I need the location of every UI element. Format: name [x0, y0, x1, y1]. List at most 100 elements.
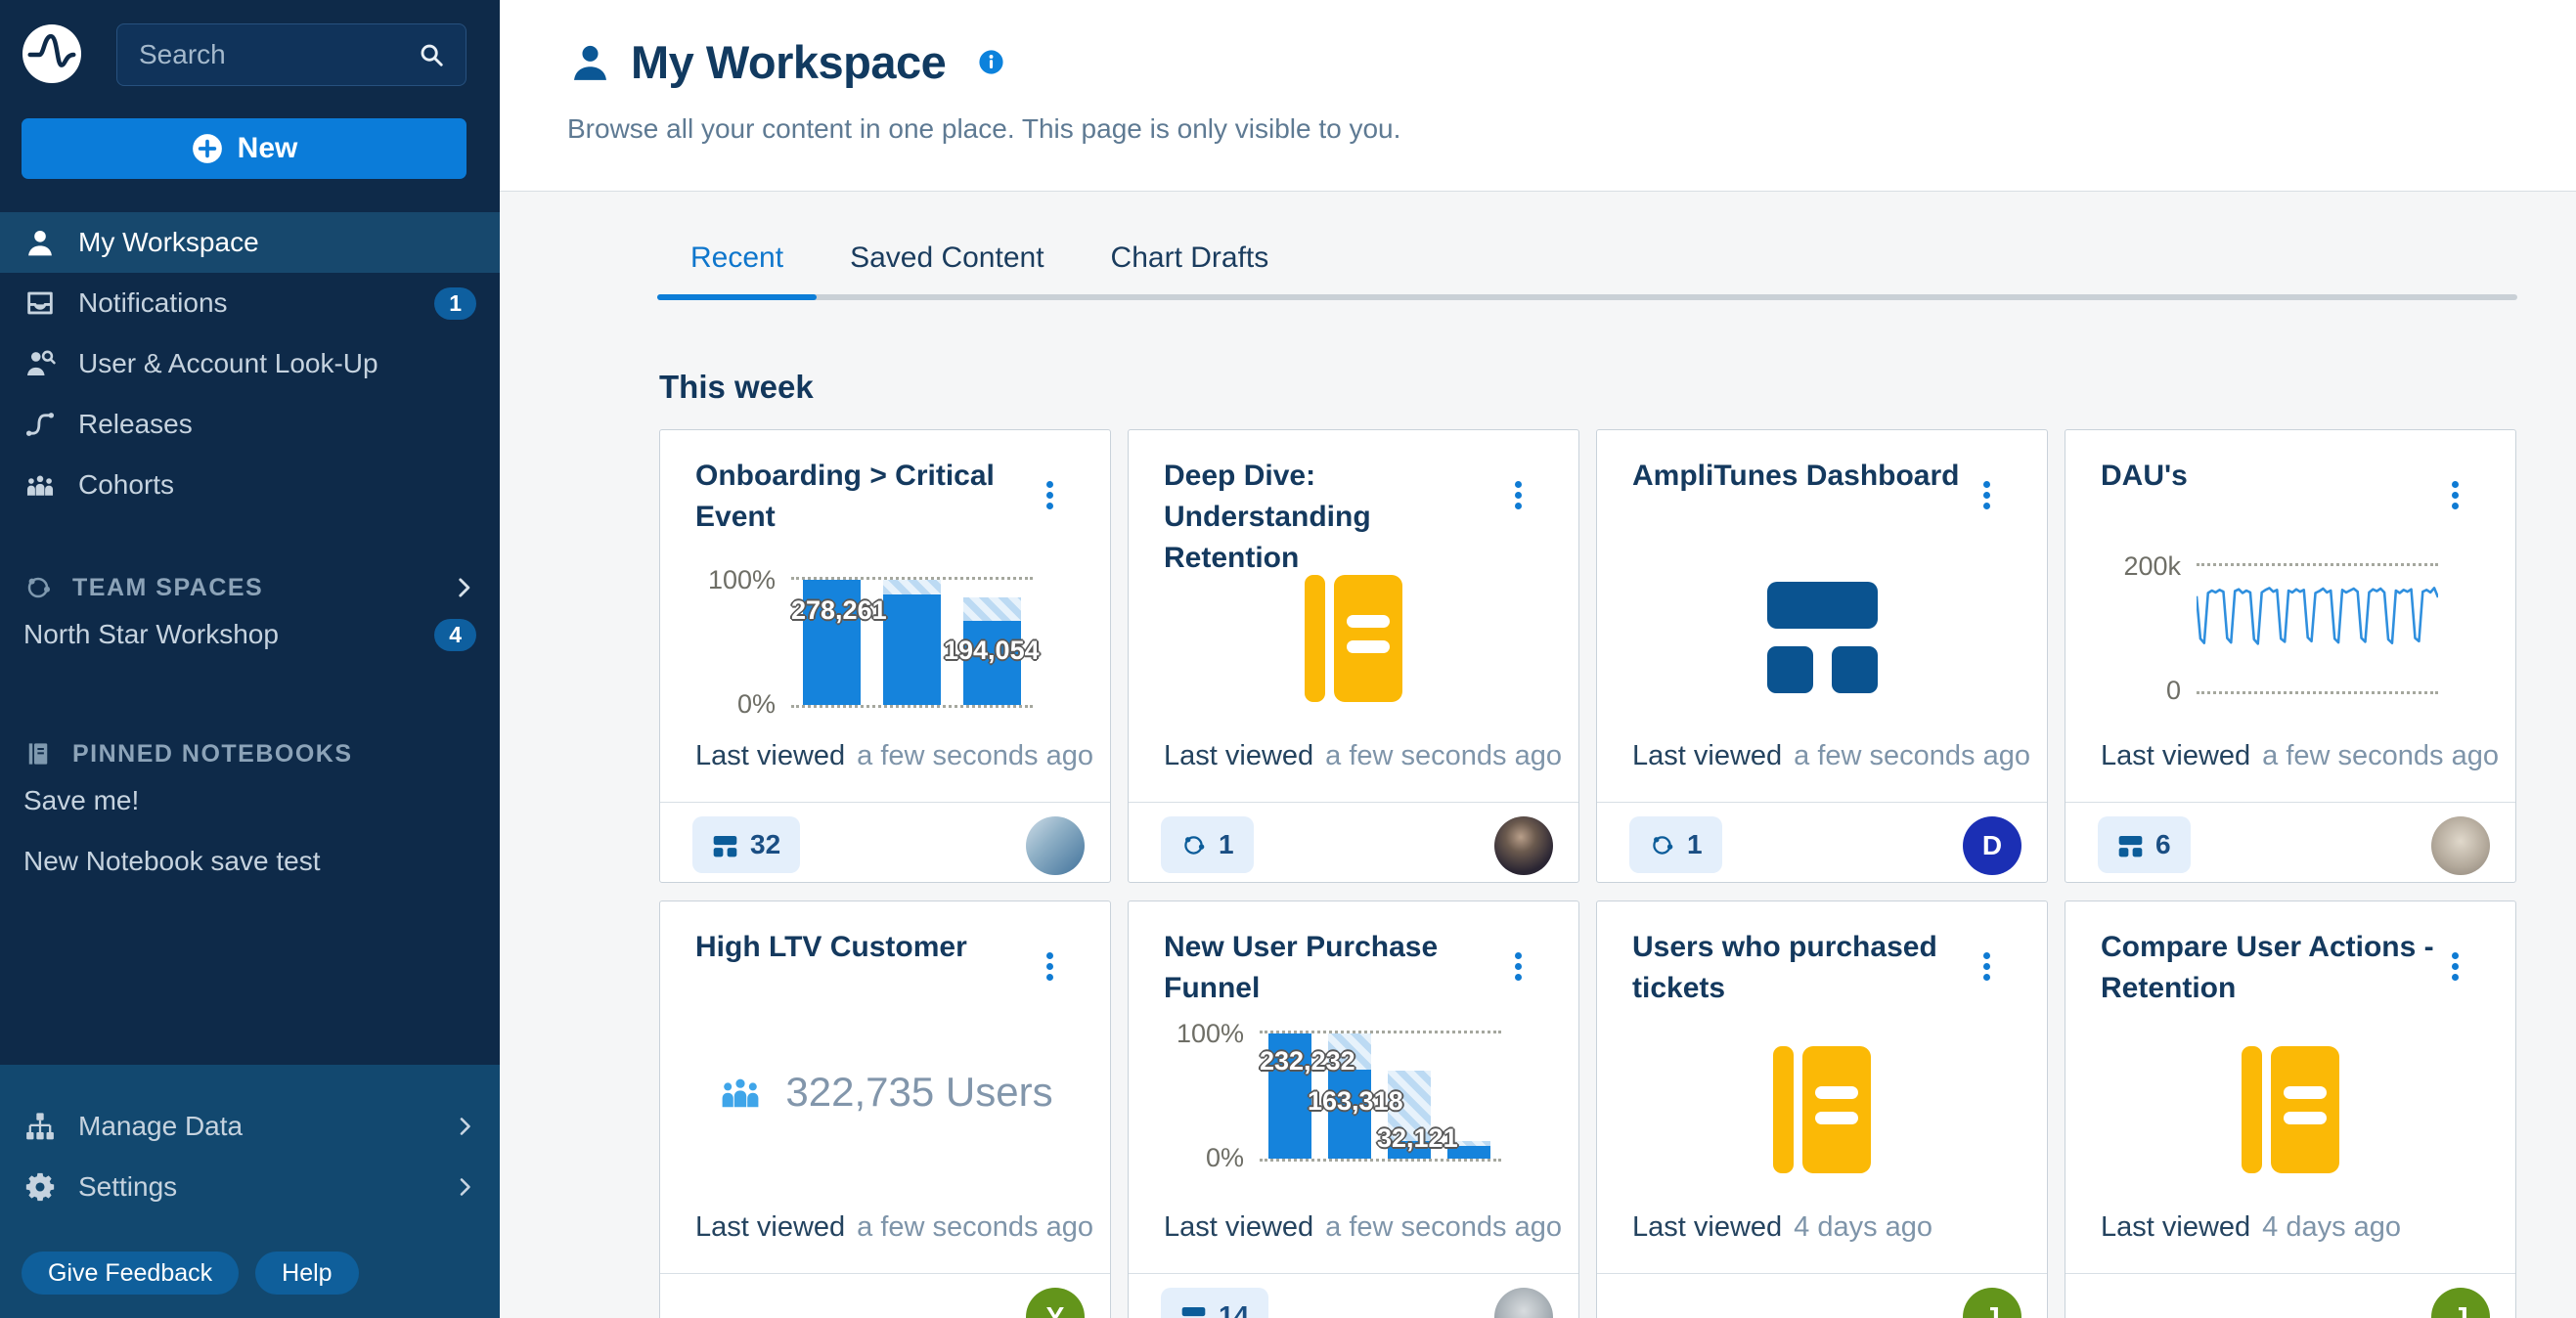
- chevron-right-icon[interactable]: [451, 575, 476, 600]
- content-card[interactable]: AmpliTunes Dashboard Last viewed a few sec…: [1596, 429, 2048, 883]
- card-title: Compare User Actions - Retention: [2101, 931, 2434, 1004]
- kebab-menu-icon[interactable]: [1979, 948, 1994, 985]
- workspace-person-icon: [567, 39, 613, 85]
- sidebar-item-user-account-lookup[interactable]: User & Account Look-Up: [0, 333, 500, 394]
- page-header: My Workspace Browse all your content in …: [500, 0, 2576, 192]
- amplitude-logo-icon[interactable]: [22, 23, 82, 84]
- last-viewed: Last viewed a few seconds ago: [1164, 740, 1562, 772]
- sidebar-item-label: User & Account Look-Up: [78, 348, 378, 378]
- sidebar-subitem-label: New Notebook save test: [23, 846, 321, 876]
- sidebar-item-label: My Workspace: [78, 227, 259, 257]
- sidebar-section-header-pinned-notebooks[interactable]: PINNED NOTEBOOKS: [0, 732, 500, 775]
- sidebar-item-label: Releases: [78, 409, 193, 439]
- sidebar-item-cohorts[interactable]: Cohorts: [0, 455, 500, 515]
- sidebar-nav: My Workspace Notifications 1 User & Account…: [0, 212, 500, 515]
- sidebar-section-team-spaces: TEAM SPACES North Star Workshop 4: [0, 566, 500, 660]
- page-title: My Workspace: [631, 36, 947, 88]
- cohorts-icon: [23, 468, 57, 502]
- sidebar-footer-buttons: Give Feedback Help: [22, 1252, 359, 1295]
- card-footer: J: [1597, 1273, 2047, 1318]
- sidebar: New My Workspace Notifications 1 User & Acc…: [0, 0, 500, 1318]
- tab-chart-drafts[interactable]: Chart Drafts: [1110, 242, 1269, 274]
- sidebar-item-my-workspace[interactable]: My Workspace: [0, 212, 500, 273]
- kebab-menu-icon[interactable]: [2448, 477, 2463, 513]
- count-pill[interactable]: 6: [2098, 816, 2191, 873]
- chevron-right-icon: [453, 1115, 476, 1138]
- funnel-bars: [791, 580, 1033, 705]
- notebook-thumbnail: [1129, 565, 1578, 712]
- sidebar-bottom: Manage Data Settings Give Feedback Help: [0, 1065, 500, 1318]
- bar-value-label: 278,261: [791, 595, 887, 625]
- spaces-mini-icon: [1180, 832, 1207, 858]
- content-card[interactable]: High LTV Customer 322,735 Users Last viewe…: [659, 901, 1111, 1318]
- content-card[interactable]: Deep Dive: Understanding Retention Last v…: [1128, 429, 1579, 883]
- count-pill[interactable]: 1: [1161, 816, 1254, 873]
- avatar: Y: [1026, 1288, 1085, 1318]
- user-search-icon: [23, 347, 57, 380]
- sidebar-subitem[interactable]: North Star Workshop 4: [0, 609, 500, 660]
- line-chart-thumbnail: 200k 0: [2103, 551, 2480, 705]
- count-pill[interactable]: 14: [1161, 1288, 1269, 1318]
- spaces-mini-icon: [1649, 832, 1675, 858]
- sidebar-subitem[interactable]: New Notebook save test: [0, 836, 500, 887]
- y-axis-max-label: 200k: [2123, 551, 2181, 581]
- sidebar-subitem-label: Save me!: [23, 785, 140, 815]
- plus-circle-icon: [191, 132, 224, 165]
- card-title: Deep Dive: Understanding Retention: [1164, 460, 1371, 574]
- funnel-bar: [1447, 1141, 1490, 1159]
- sidebar-section-header-team-spaces[interactable]: TEAM SPACES: [0, 566, 500, 609]
- last-viewed-time: a few seconds ago: [2262, 740, 2499, 771]
- search-input[interactable]: [137, 38, 407, 71]
- content-card[interactable]: Compare User Actions - Retention Last vie…: [2065, 901, 2516, 1318]
- card-title: Users who purchased tickets: [1632, 931, 1937, 1004]
- last-viewed: Last viewed a few seconds ago: [1632, 740, 2030, 772]
- info-icon[interactable]: [977, 48, 1005, 76]
- section-title: PINNED NOTEBOOKS: [72, 739, 353, 768]
- last-viewed: Last viewed a few seconds ago: [695, 1211, 1093, 1244]
- give-feedback-button[interactable]: Give Feedback: [22, 1252, 240, 1295]
- count-pill[interactable]: 1: [1629, 816, 1722, 873]
- content-card[interactable]: Onboarding > Critical Event 100% 0% 278,261…: [659, 429, 1111, 883]
- kebab-menu-icon[interactable]: [1511, 477, 1526, 513]
- tab-bar: Recent Saved Content Chart Drafts: [657, 232, 2517, 300]
- search-box[interactable]: [116, 23, 466, 86]
- gear-icon: [23, 1170, 57, 1204]
- count-badge: 4: [434, 618, 476, 651]
- notebook-thumbnail: [1597, 1036, 2047, 1183]
- funnel-plot: 278,261 194,054: [791, 577, 1040, 708]
- releases-icon: [23, 408, 57, 441]
- avatar: J: [1963, 1288, 2021, 1318]
- sidebar-item-releases[interactable]: Releases: [0, 394, 500, 455]
- search-icon[interactable]: [417, 40, 446, 69]
- dashboard-mini-icon: [2117, 832, 2144, 858]
- funnel-bar: [1268, 1033, 1311, 1159]
- new-button[interactable]: New: [22, 118, 466, 179]
- avatar: [1494, 1288, 1553, 1318]
- kebab-menu-icon[interactable]: [2448, 948, 2463, 985]
- tab-saved-content[interactable]: Saved Content: [850, 242, 1044, 274]
- count-pill[interactable]: 32: [692, 816, 801, 873]
- kebab-menu-icon[interactable]: [1979, 477, 1994, 513]
- content-card[interactable]: DAU's 200k 0 Last viewed a few seconds ago 6: [2065, 429, 2516, 883]
- sidebar-item-notifications[interactable]: Notifications 1: [0, 273, 500, 333]
- card-title: AmpliTunes Dashboard: [1632, 460, 1960, 492]
- notebook-icon: [2242, 1046, 2339, 1173]
- sidebar-item-manage-data[interactable]: Manage Data: [0, 1096, 500, 1157]
- sidebar-item-settings[interactable]: Settings: [0, 1157, 500, 1217]
- help-button[interactable]: Help: [255, 1252, 359, 1295]
- kebab-menu-icon[interactable]: [1043, 948, 1057, 985]
- content-card[interactable]: New User Purchase Funnel 100% 0% 232,232 163…: [1128, 901, 1579, 1318]
- sidebar-section-pinned-notebooks: PINNED NOTEBOOKS Save me! New Notebook sav…: [0, 732, 500, 887]
- sidebar-subitem[interactable]: Save me!: [0, 775, 500, 826]
- sidebar-item-label: Notifications: [78, 287, 228, 318]
- content-card[interactable]: Users who purchased tickets Last viewed 4 …: [1596, 901, 2048, 1318]
- kebab-menu-icon[interactable]: [1511, 948, 1526, 985]
- pill-count: 1: [1687, 829, 1703, 859]
- funnel-bar-hatch: [963, 596, 1021, 622]
- section-title: This week: [659, 369, 814, 405]
- funnel-bar: [963, 596, 1021, 705]
- kebab-menu-icon[interactable]: [1043, 477, 1057, 513]
- sidebar-item-label: Cohorts: [78, 469, 175, 500]
- notebook-icon: [1305, 575, 1402, 702]
- tab-recent[interactable]: Recent: [657, 232, 818, 300]
